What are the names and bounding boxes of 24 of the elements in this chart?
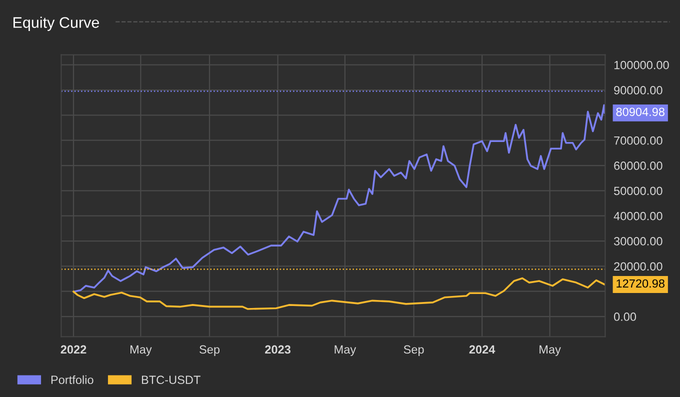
y-tick-label: 70000.00 bbox=[614, 136, 662, 145]
annotation: 80904.98 bbox=[616, 108, 664, 116]
y-tick-label: 20000.00 bbox=[614, 262, 662, 271]
y-tick-label: 90000.00 bbox=[614, 86, 662, 94]
line-series bbox=[73, 104, 606, 293]
y-tick-label: 50000.00 bbox=[614, 186, 662, 196]
x-tick-label: May bbox=[334, 345, 356, 356]
y-tick-label: 100000.00 bbox=[614, 60, 669, 70]
x-tick-label: 2024 bbox=[469, 345, 496, 354]
legend-label: Portfolio bbox=[51, 375, 94, 384]
x-tick-label: Sep bbox=[200, 345, 220, 356]
y-tick-label: 40000.00 bbox=[614, 212, 662, 220]
y-tick-label: 30000.00 bbox=[614, 237, 662, 246]
x-tick-label: May bbox=[130, 345, 152, 356]
x-tick-label: 2023 bbox=[265, 345, 290, 354]
x-tick-label: Sep bbox=[404, 345, 424, 356]
y-tick-label: 0.00 bbox=[614, 312, 636, 321]
x-tick-label: 2022 bbox=[60, 345, 86, 354]
chart-title: Equity Curve bbox=[13, 16, 100, 31]
legend-label: BTC-USDT bbox=[142, 376, 200, 384]
annotation: 12720.98 bbox=[616, 279, 664, 288]
x-tick-label: May bbox=[540, 345, 561, 356]
line-series bbox=[72, 277, 606, 310]
y-tick-label: 60000.00 bbox=[614, 162, 662, 170]
